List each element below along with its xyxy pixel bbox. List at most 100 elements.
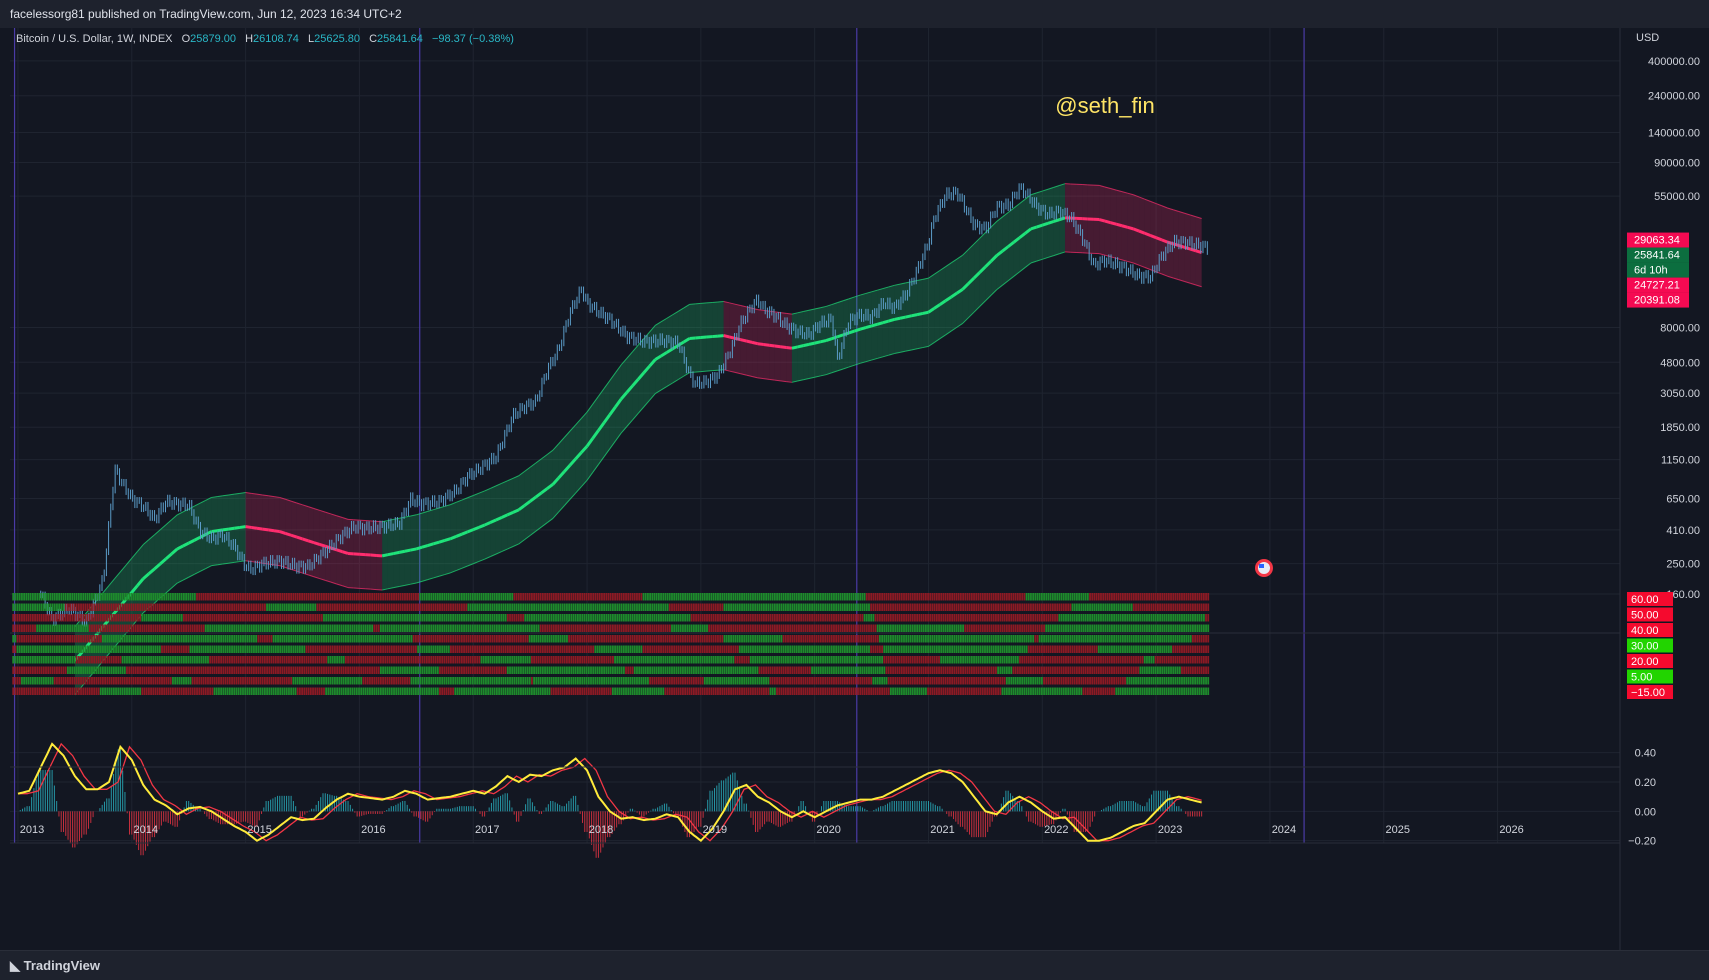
signal-cell: [778, 604, 780, 612]
signal-cell: [273, 593, 275, 601]
signal-cell: [765, 635, 767, 643]
signal-cell: [647, 625, 649, 633]
signal-cell: [319, 635, 321, 643]
signal-cell: [1094, 635, 1096, 643]
signal-cell: [660, 614, 662, 622]
signal-cell: [702, 604, 704, 612]
signal-cell: [356, 614, 358, 622]
signal-cell: [627, 646, 629, 654]
signal-cell: [800, 614, 802, 622]
signal-cell: [671, 625, 673, 633]
signal-cell: [231, 625, 233, 633]
band-center: [285, 533, 291, 535]
signal-cell: [706, 625, 708, 633]
signal-cell: [268, 646, 270, 654]
signal-cell: [511, 593, 513, 601]
signal-cell: [1074, 604, 1076, 612]
signal-cell: [883, 614, 885, 622]
signal-cell: [271, 656, 273, 664]
signal-cell: [246, 614, 248, 622]
signal-cell: [610, 614, 612, 622]
signal-cell: [404, 656, 406, 664]
signal-cell: [242, 646, 244, 654]
signal-cell: [947, 625, 949, 633]
signal-cell: [71, 604, 73, 612]
signal-cell: [277, 646, 279, 654]
signal-cell: [159, 656, 161, 664]
signal-cell: [938, 604, 940, 612]
signal-cell: [1203, 593, 1205, 601]
signal-cell: [818, 635, 820, 643]
signal-cell: [393, 635, 395, 643]
signal-cell: [1113, 635, 1115, 643]
signal-cell: [675, 656, 677, 664]
signal-cell: [700, 625, 702, 633]
signal-cell: [1142, 604, 1144, 612]
signal-cell: [476, 635, 478, 643]
signal-cell: [590, 656, 592, 664]
signal-cell: [577, 646, 579, 654]
signal-cell: [643, 625, 645, 633]
signal-cell: [21, 635, 23, 643]
signal-cell: [1131, 614, 1133, 622]
signal-cell: [505, 604, 507, 612]
signal-cell: [299, 614, 301, 622]
signal-cell: [255, 625, 257, 633]
signal-cell: [905, 646, 907, 654]
signal-cell: [433, 635, 435, 643]
band-center: [1054, 220, 1060, 222]
signal-cell: [942, 646, 944, 654]
signal-cell: [901, 614, 903, 622]
signal-cell: [857, 604, 859, 612]
signal-cell: [496, 604, 498, 612]
signal-cell: [726, 604, 728, 612]
signal-cell: [1107, 614, 1109, 622]
signal-cell: [159, 646, 161, 654]
signal-cell: [531, 646, 533, 654]
signal-cell: [995, 604, 997, 612]
signal-cell: [367, 635, 369, 643]
signal-cell: [667, 656, 669, 664]
signal-cell: [371, 656, 373, 664]
signal-cell: [540, 625, 542, 633]
signal-cell: [1030, 614, 1032, 622]
signal-cell: [897, 646, 899, 654]
chart-canvas[interactable]: 160.00250.00410.00650.001150.001850.0030…: [0, 28, 1709, 950]
signal-cell: [323, 635, 325, 643]
signal-cell: [93, 656, 95, 664]
signal-cell: [1129, 614, 1131, 622]
signal-cell: [1142, 593, 1144, 601]
signal-cell: [201, 625, 203, 633]
signal-cell: [551, 593, 553, 601]
signal-cell: [566, 604, 568, 612]
signal-cell: [507, 604, 509, 612]
signal-cell: [345, 656, 347, 664]
signal-cell: [325, 593, 327, 601]
signal-cell: [555, 614, 557, 622]
signal-cell: [500, 614, 502, 622]
signal-cell: [181, 656, 183, 664]
signal-cell: [45, 604, 47, 612]
signal-cell: [645, 625, 647, 633]
signal-cell: [675, 614, 677, 622]
signal-cell: [1015, 604, 1017, 612]
signal-cell: [632, 604, 634, 612]
band-center: [445, 539, 451, 541]
signal-cell: [864, 646, 866, 654]
signal-cell: [791, 635, 793, 643]
signal-cell: [369, 593, 371, 601]
signal-cell: [71, 614, 73, 622]
signal-cell: [549, 604, 551, 612]
signal-cell: [791, 625, 793, 633]
signal-cell: [422, 646, 424, 654]
signal-cell: [489, 625, 491, 633]
signal-cell: [765, 593, 767, 601]
signal-cell: [737, 604, 739, 612]
signal-cell: [708, 635, 710, 643]
signal-cell: [60, 646, 62, 654]
signal-cell: [30, 625, 32, 633]
signal-cell: [17, 614, 19, 622]
signal-cell: [1076, 625, 1078, 633]
signal-cell: [855, 614, 857, 622]
signal-cell: [1183, 625, 1185, 633]
